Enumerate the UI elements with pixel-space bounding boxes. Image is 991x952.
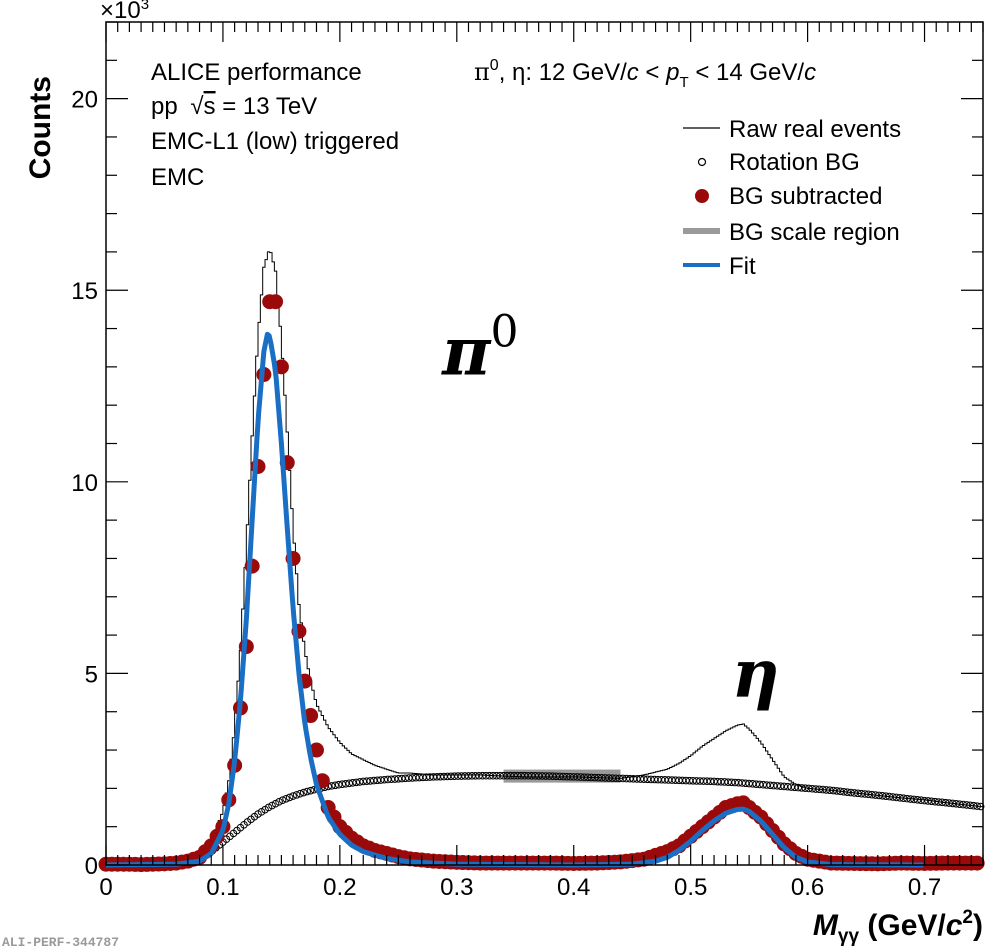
x-axis-title-sub: γγ bbox=[838, 926, 860, 947]
info-energy-rest: = 13 TeV bbox=[216, 93, 318, 120]
rotation-bg-point bbox=[275, 798, 283, 806]
rotation-bg-point bbox=[296, 789, 304, 798]
y-multiplier: ×103 bbox=[100, 0, 149, 24]
rotation-bg-point bbox=[285, 793, 294, 802]
rotation-bg-point bbox=[303, 787, 311, 796]
info-energy-s: s bbox=[204, 93, 216, 120]
bg-subtracted-point bbox=[268, 294, 284, 310]
y-multiplier-exp: 3 bbox=[141, 0, 149, 13]
x-tick-label: 0 bbox=[99, 874, 112, 901]
pt-c2: c bbox=[804, 59, 816, 86]
raw-real-events-histogram bbox=[105, 251, 983, 864]
raw-histogram-path bbox=[105, 251, 983, 864]
info-line-detector: EMC bbox=[151, 164, 204, 191]
y-tick-label: 20 bbox=[71, 87, 98, 114]
x-tick-label: 0.6 bbox=[791, 874, 824, 901]
rotation-bg-point bbox=[331, 781, 339, 790]
pt-mid: , η: 12 GeV/ bbox=[499, 59, 627, 86]
pt-range-label: π0, η: 12 GeV/c < pT < 14 GeV/c bbox=[474, 57, 816, 91]
y-tick-label: 0 bbox=[85, 853, 98, 880]
y-tick-labels: 0 5 10 15 20 bbox=[71, 87, 98, 880]
y-tick-label: 5 bbox=[85, 661, 98, 688]
bg-subtracted-point bbox=[969, 855, 985, 871]
info-energy-pp: pp bbox=[151, 93, 184, 120]
pt-t: T bbox=[679, 74, 688, 91]
info-line-energy: pp √s = 13 TeV bbox=[151, 93, 317, 120]
x-tick-label: 0.2 bbox=[323, 874, 356, 901]
legend-rotation-label: Rotation BG bbox=[729, 149, 860, 176]
rotation-bg-point bbox=[338, 780, 347, 789]
rotation-bg-point bbox=[306, 786, 315, 795]
pi0-peak-symbol: π bbox=[440, 313, 492, 391]
y-tick-label: 15 bbox=[71, 278, 98, 305]
x-tick-label: 0.5 bbox=[674, 874, 707, 901]
rotation-bg-point bbox=[278, 796, 287, 804]
rotation-bg-point bbox=[348, 779, 357, 787]
bg-subtracted-point bbox=[308, 742, 324, 758]
legend-rotation-marker bbox=[697, 157, 707, 167]
x-axis-title-unit-c: c bbox=[946, 909, 963, 942]
x-tick-label: 0.4 bbox=[557, 874, 590, 901]
rotation-bg-point bbox=[327, 782, 336, 790]
legend-fit-label: Fit bbox=[729, 253, 756, 280]
legend-scale-region-label: BG scale region bbox=[729, 219, 900, 246]
rotation-bg-point bbox=[282, 794, 290, 803]
pi0-peak-sup: 0 bbox=[490, 307, 518, 358]
rotation-bg-point bbox=[352, 778, 361, 787]
pt-p: p bbox=[665, 59, 679, 86]
y-multiplier-base: ×10 bbox=[100, 0, 141, 24]
x-tick-label: 0.3 bbox=[440, 874, 473, 901]
y-tick-label: 10 bbox=[71, 470, 98, 497]
rotation-bg-point bbox=[289, 792, 297, 800]
rotation-bg-point bbox=[345, 779, 354, 788]
legend-subtracted-marker bbox=[695, 189, 709, 203]
x-axis-title-unit-sup: 2 bbox=[962, 907, 973, 928]
x-axis-title: Mγγ (GeV/c2) bbox=[813, 907, 983, 947]
rotation-bg-point bbox=[292, 791, 301, 799]
info-line-collaboration: ALICE performance bbox=[151, 59, 362, 86]
pt-pi: π bbox=[474, 58, 490, 86]
rotation-bg-point bbox=[268, 801, 276, 810]
rotation-bg-point bbox=[341, 779, 350, 788]
x-tick-label: 0.1 bbox=[206, 874, 239, 901]
rotation-bg-point bbox=[334, 780, 343, 789]
pt-pi-sup: 0 bbox=[490, 57, 499, 74]
x-axis-title-unit-close: ) bbox=[973, 909, 983, 942]
info-line-trigger: EMC-L1 (low) triggered bbox=[151, 128, 399, 155]
legend: Raw real events Rotation BG BG subtracte… bbox=[683, 116, 901, 280]
x-axis-title-main: M bbox=[813, 909, 839, 942]
legend-subtracted-label: BG subtracted bbox=[729, 183, 882, 210]
x-axis-title-unit-open: (GeV/ bbox=[859, 909, 946, 942]
pt-lt1: < bbox=[639, 59, 666, 86]
eta-peak-label: η bbox=[732, 634, 780, 712]
pt-c1: c bbox=[627, 59, 639, 86]
info-energy-root: √ bbox=[190, 93, 204, 120]
x-tick-labels: 0 0.1 0.2 0.3 0.4 0.5 0.6 0.7 bbox=[99, 874, 941, 901]
legend-raw-label: Raw real events bbox=[729, 116, 901, 143]
y-axis-title: Counts bbox=[24, 76, 57, 179]
pt-lt2: < 14 GeV/ bbox=[689, 59, 805, 86]
pi0-peak-label: π0 bbox=[440, 307, 518, 391]
watermark: ALI-PERF-344787 bbox=[2, 935, 119, 950]
axis-ticks bbox=[105, 21, 984, 866]
rotation-bg-point bbox=[299, 788, 308, 797]
x-tick-label: 0.7 bbox=[908, 874, 941, 901]
